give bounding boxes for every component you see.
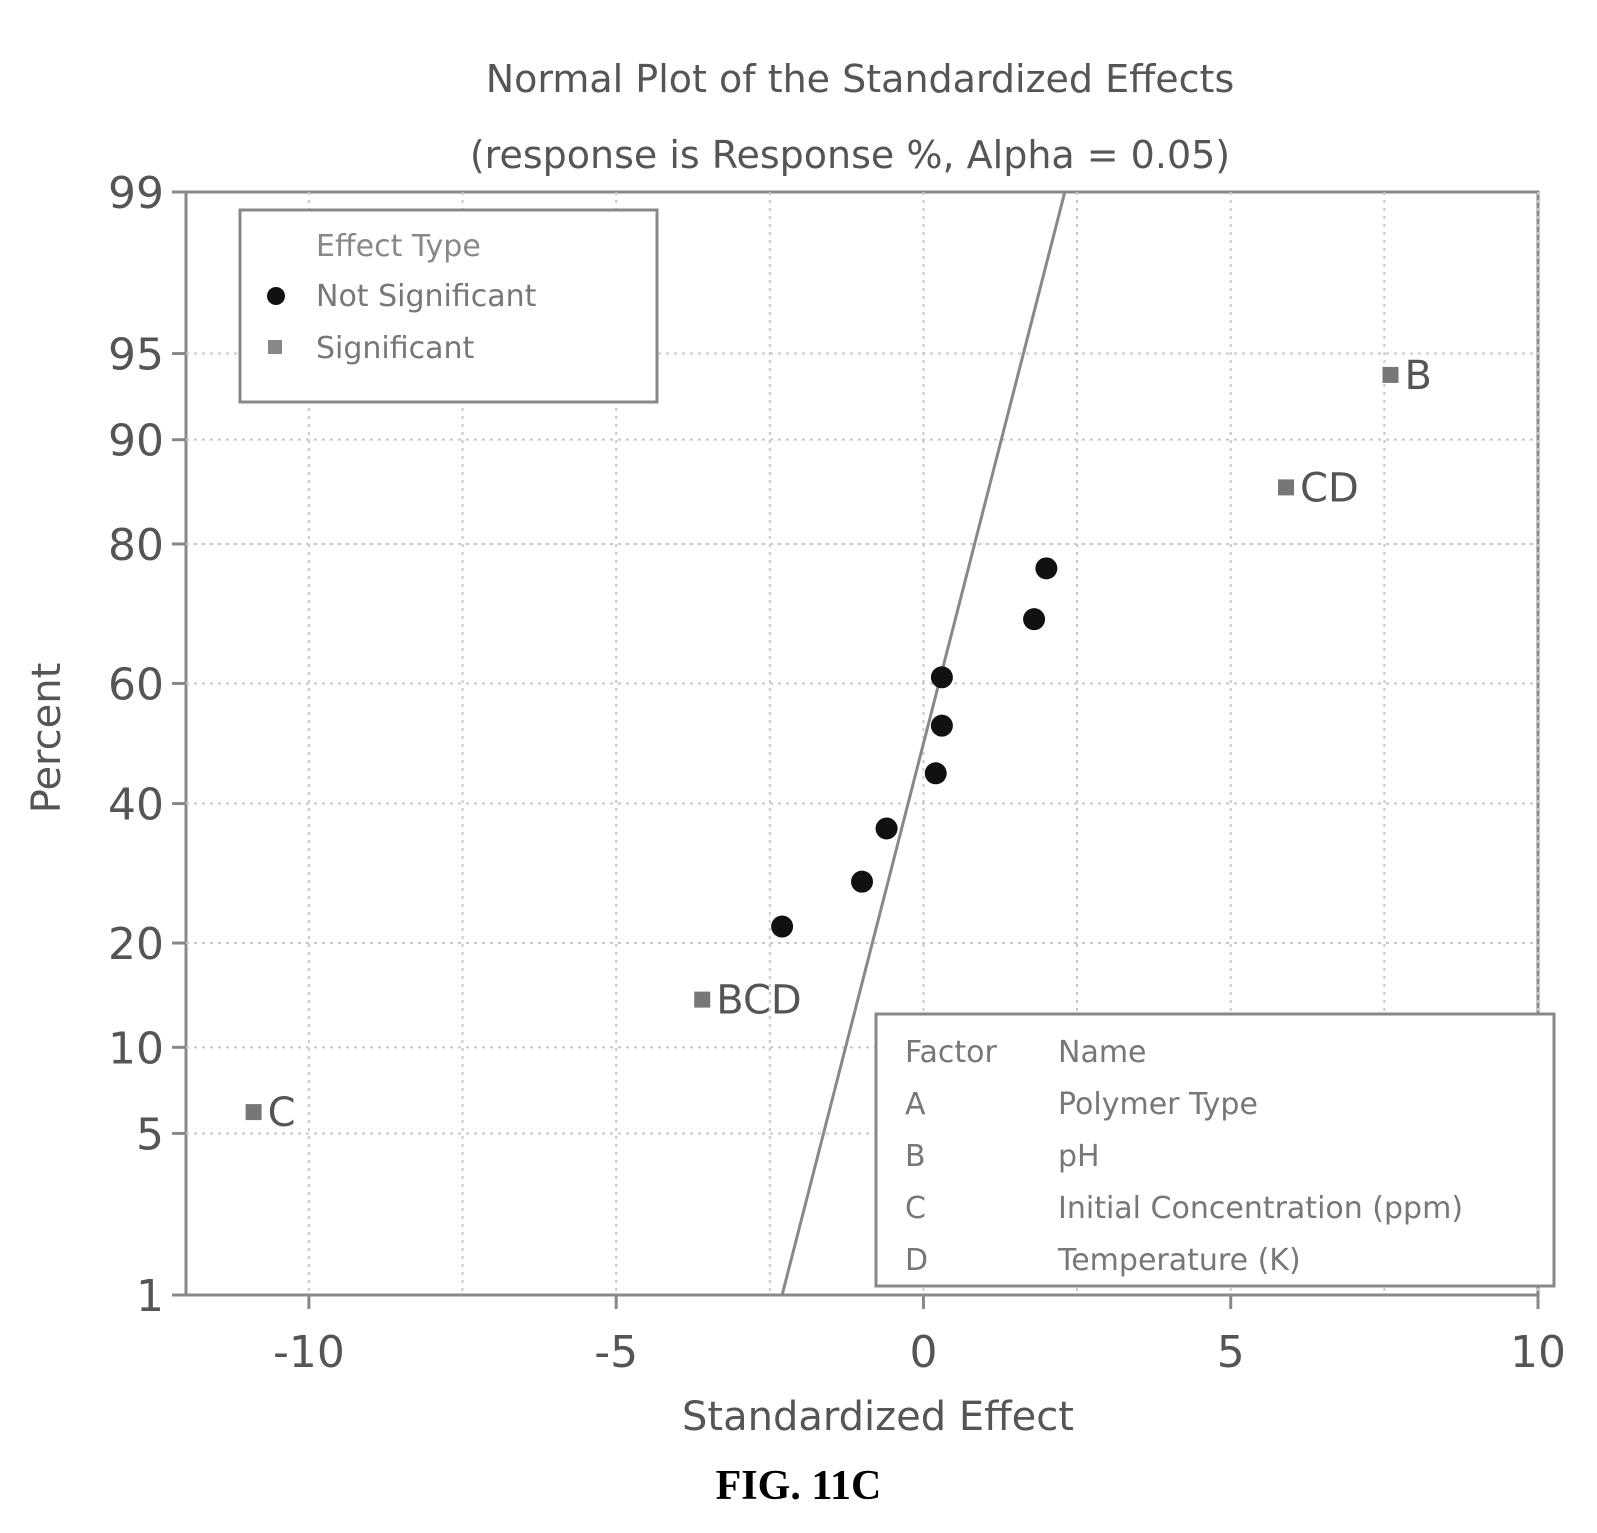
y-tick-label: 1 [136,1271,164,1322]
x-axis-label: Standardized Effect [682,1394,1074,1440]
y-tick-label: 20 [108,919,164,970]
factor-b-name: pH [1058,1139,1100,1174]
point-label: B [1405,353,1432,399]
factor-a-code: A [905,1087,926,1122]
factor-a-name: Polymer Type [1058,1087,1258,1122]
point-significant [694,991,711,1008]
y-tick-label: 99 [108,168,164,219]
point-label: CD [1300,465,1359,511]
y-tick-label: 10 [108,1023,164,1074]
legend-title: Effect Type [316,229,481,264]
y-tick-label: 90 [108,416,164,467]
x-tick-label: 5 [1217,1327,1245,1378]
x-tick-label: -10 [273,1327,345,1378]
name-header: Name [1058,1035,1147,1070]
factor-b-code: B [905,1139,926,1174]
factor-table: Factor Name A Polymer Type B pH C Initia… [874,1012,1556,1288]
factor-d-name: Temperature (K) [1057,1243,1301,1278]
point-not-significant [851,870,873,893]
point-significant [1278,479,1295,496]
y-tick-label: 60 [108,659,164,710]
point-not-significant [1035,557,1058,580]
plot-frame [184,190,1540,1297]
point-not-significant [771,915,794,938]
point-significant [245,1104,262,1121]
legend-label-significant: Significant [316,331,475,366]
y-tick-label: 40 [108,780,164,831]
chart-subtitle: (response is Response %, Alpha = 0.05) [470,133,1230,177]
point-not-significant [930,666,953,689]
factor-c-name: Initial Concentration (ppm) [1058,1191,1463,1226]
effect-type-legend: Effect Type Not Significant Significant [238,208,659,404]
factor-header: Factor [905,1035,997,1070]
reference-line [780,191,1067,1296]
point-label: BCD [716,978,801,1024]
factor-d-code: D [905,1243,928,1278]
point-not-significant [930,714,953,737]
figure-caption: FIG. 11C [715,1463,882,1509]
legend-box [238,208,659,404]
point-label: C [268,1090,296,1136]
x-tick-label: 0 [909,1327,937,1378]
factor-c-code: C [905,1191,926,1226]
legend-marker-significant [268,340,282,354]
y-tick-label: 5 [136,1109,164,1160]
point-not-significant [875,817,898,840]
chart-title: Normal Plot of the Standardized Effects [486,57,1235,101]
legend-marker-not-significant [267,287,285,305]
factor-table-box [874,1012,1556,1288]
y-tick-label: 95 [108,330,164,381]
point-not-significant [1023,608,1046,631]
legend-label-not-significant: Not Significant [316,279,537,314]
point-significant [1382,366,1399,383]
y-tick-label: 80 [108,520,164,571]
x-tick-label: 10 [1510,1327,1566,1378]
data-points: C BCD CD B [245,353,1432,1136]
y-axis-label: Percent [24,663,70,814]
point-not-significant [924,762,947,785]
x-tick-label: -5 [594,1327,638,1378]
